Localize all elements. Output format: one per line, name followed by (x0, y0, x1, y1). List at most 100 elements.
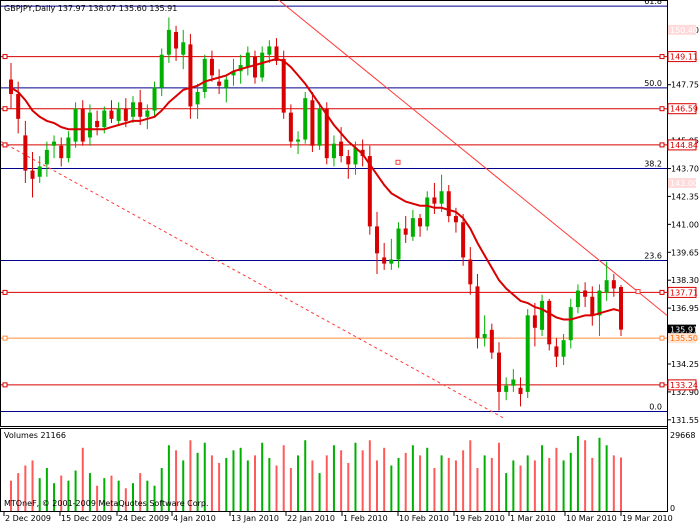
price-badges-layer: 150.40 149.11 146.59 144.84 143.00 137.71 135.… (667, 24, 698, 391)
volume-bars-layer (10, 436, 622, 511)
candle-body (425, 197, 430, 227)
trendlines-layer (0, 0, 668, 420)
candle-body (611, 280, 616, 289)
candle-body (382, 257, 387, 264)
candle-body (195, 91, 200, 105)
price-axis-layer: 150.40147.75145.05143.70142.35141.00139.… (667, 26, 699, 425)
candle-body (396, 228, 401, 260)
price-tick-label: 147.75 (671, 81, 699, 90)
candle-body (504, 385, 509, 392)
candle-body (224, 79, 229, 88)
candle-body (159, 54, 164, 88)
fib-label: 0.0 (649, 403, 662, 412)
line-anchor (2, 106, 8, 112)
candle-body (267, 46, 272, 55)
price-tick-label: 132.90 (671, 388, 699, 397)
candle-body (568, 307, 573, 341)
volume-max-label: 29668 (670, 431, 695, 440)
fib-label: 38.2 (644, 159, 662, 168)
candle-body (80, 108, 85, 142)
candle-body (367, 156, 372, 227)
candle-body (288, 112, 293, 142)
date-label: 2 Dec 2009 (5, 514, 51, 523)
date-label: 13 Jan 2010 (231, 514, 279, 523)
line-anchor (659, 289, 665, 295)
candle-body (497, 352, 501, 392)
price-tick-label: 141.00 (671, 220, 699, 229)
candle-body (231, 71, 236, 76)
volume-panel-title: Volumes 21166 (4, 431, 66, 440)
candle-body (518, 387, 523, 394)
candle-body (23, 135, 28, 171)
candle-body (317, 108, 322, 146)
candle-body (482, 333, 487, 339)
trendline-solid (277, 0, 668, 316)
price-badge-label: 143.00 (670, 179, 698, 188)
candle-body (296, 139, 301, 142)
candle-body (403, 228, 408, 235)
candle-body (310, 100, 315, 146)
line-anchor (2, 54, 8, 60)
date-label: 15 Dec 2009 (61, 514, 112, 523)
price-badge-label: 150.40 (670, 26, 698, 35)
candle-body (475, 286, 480, 339)
candle-body (9, 79, 13, 95)
candle-body (375, 226, 379, 254)
date-label: 24 Dec 2009 (118, 514, 169, 523)
candle-body (389, 259, 394, 264)
price-tick-label: 142.35 (671, 192, 699, 201)
candle-body (181, 42, 186, 55)
candle-body (245, 52, 250, 68)
candle-body (439, 191, 444, 204)
candle-body (274, 46, 279, 61)
candle-body (253, 56, 257, 78)
candle-body (44, 149, 49, 165)
line-anchor (2, 382, 8, 388)
candle-body (353, 147, 358, 165)
candle-body (418, 218, 423, 227)
price-badge (667, 103, 697, 115)
line-anchor (659, 382, 665, 388)
candle-body (339, 141, 344, 157)
candle-body (66, 137, 71, 159)
price-badge (668, 24, 696, 35)
candle-body (109, 110, 114, 119)
candle-body (489, 329, 494, 353)
candle-body (59, 145, 64, 159)
candle-body (590, 296, 595, 316)
candle-body (324, 108, 329, 159)
candle-body (525, 315, 530, 392)
candle-body (540, 300, 545, 330)
candle-body (188, 44, 193, 107)
candle-body (446, 191, 451, 217)
candle-body (410, 218, 415, 237)
date-label: 4 Jan 2010 (173, 514, 216, 523)
trendline-anchor (635, 289, 641, 295)
candle-body (561, 340, 566, 357)
line-anchor (2, 289, 8, 295)
candle-body (138, 102, 143, 117)
line-anchor (659, 54, 665, 60)
price-tick-label: 143.70 (671, 164, 699, 173)
candle-body (604, 280, 609, 293)
price-tick-label: 136.95 (671, 304, 699, 313)
price-tick-label: 134.25 (671, 360, 699, 369)
copyright-text: MTOneF, © 2001-2009 MetaQuotes Software … (4, 499, 209, 508)
horizontal-lines-layer (1, 5, 667, 413)
candle-body (461, 222, 466, 258)
price-tick-label: 138.30 (671, 276, 699, 285)
candle-body (37, 166, 42, 177)
date-label: 10 Feb 2010 (399, 514, 449, 523)
price-badge (667, 139, 697, 151)
candle-body (202, 58, 207, 92)
candle-body (116, 108, 121, 121)
price-badge (667, 51, 697, 63)
candle-body (583, 290, 588, 297)
date-label: 22 Jan 2010 (287, 514, 335, 523)
main-panel-frame (0, 0, 668, 427)
candle-body (123, 108, 128, 121)
price-badge-label: 135.91 (670, 326, 698, 335)
candle-body (547, 300, 552, 345)
candle-body (554, 346, 559, 357)
